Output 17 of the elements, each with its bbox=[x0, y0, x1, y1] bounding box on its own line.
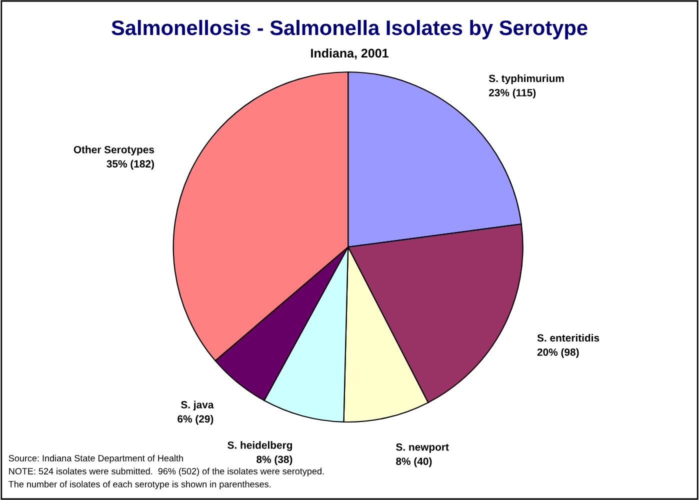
source-note: Source: Indiana State Department of Health bbox=[8, 454, 183, 464]
text: The number of isolates of each serotype is shown in parentheses. bbox=[8, 480, 271, 490]
slice-label: S. java bbox=[180, 400, 214, 410]
chart-subtitle: Indiana, 2001 bbox=[311, 48, 388, 60]
text: NOTE: 524 isolates were submitted. 96% (502) of the isolates were serotyped. bbox=[9, 468, 324, 476]
chart-title: Salmonellosis - Salmonella Isolates by Serotype bbox=[112, 20, 588, 40]
slice-label: S. newport bbox=[396, 443, 449, 453]
data-label: 6% (29) bbox=[178, 414, 214, 425]
slice-label: Other Serotypes bbox=[74, 146, 154, 156]
data-label: 20% (98) bbox=[537, 348, 579, 358]
slice-label: S. typhimurium bbox=[488, 74, 564, 84]
data-label: 8% (40) bbox=[396, 457, 432, 468]
data-label: 23% (115) bbox=[488, 88, 536, 98]
data-label: 8% (38) bbox=[256, 455, 292, 466]
slice-label: S. heidelberg bbox=[228, 441, 292, 451]
data-label: 35% (182) bbox=[106, 160, 154, 170]
slice-label: S. enteritidis bbox=[537, 334, 600, 342]
